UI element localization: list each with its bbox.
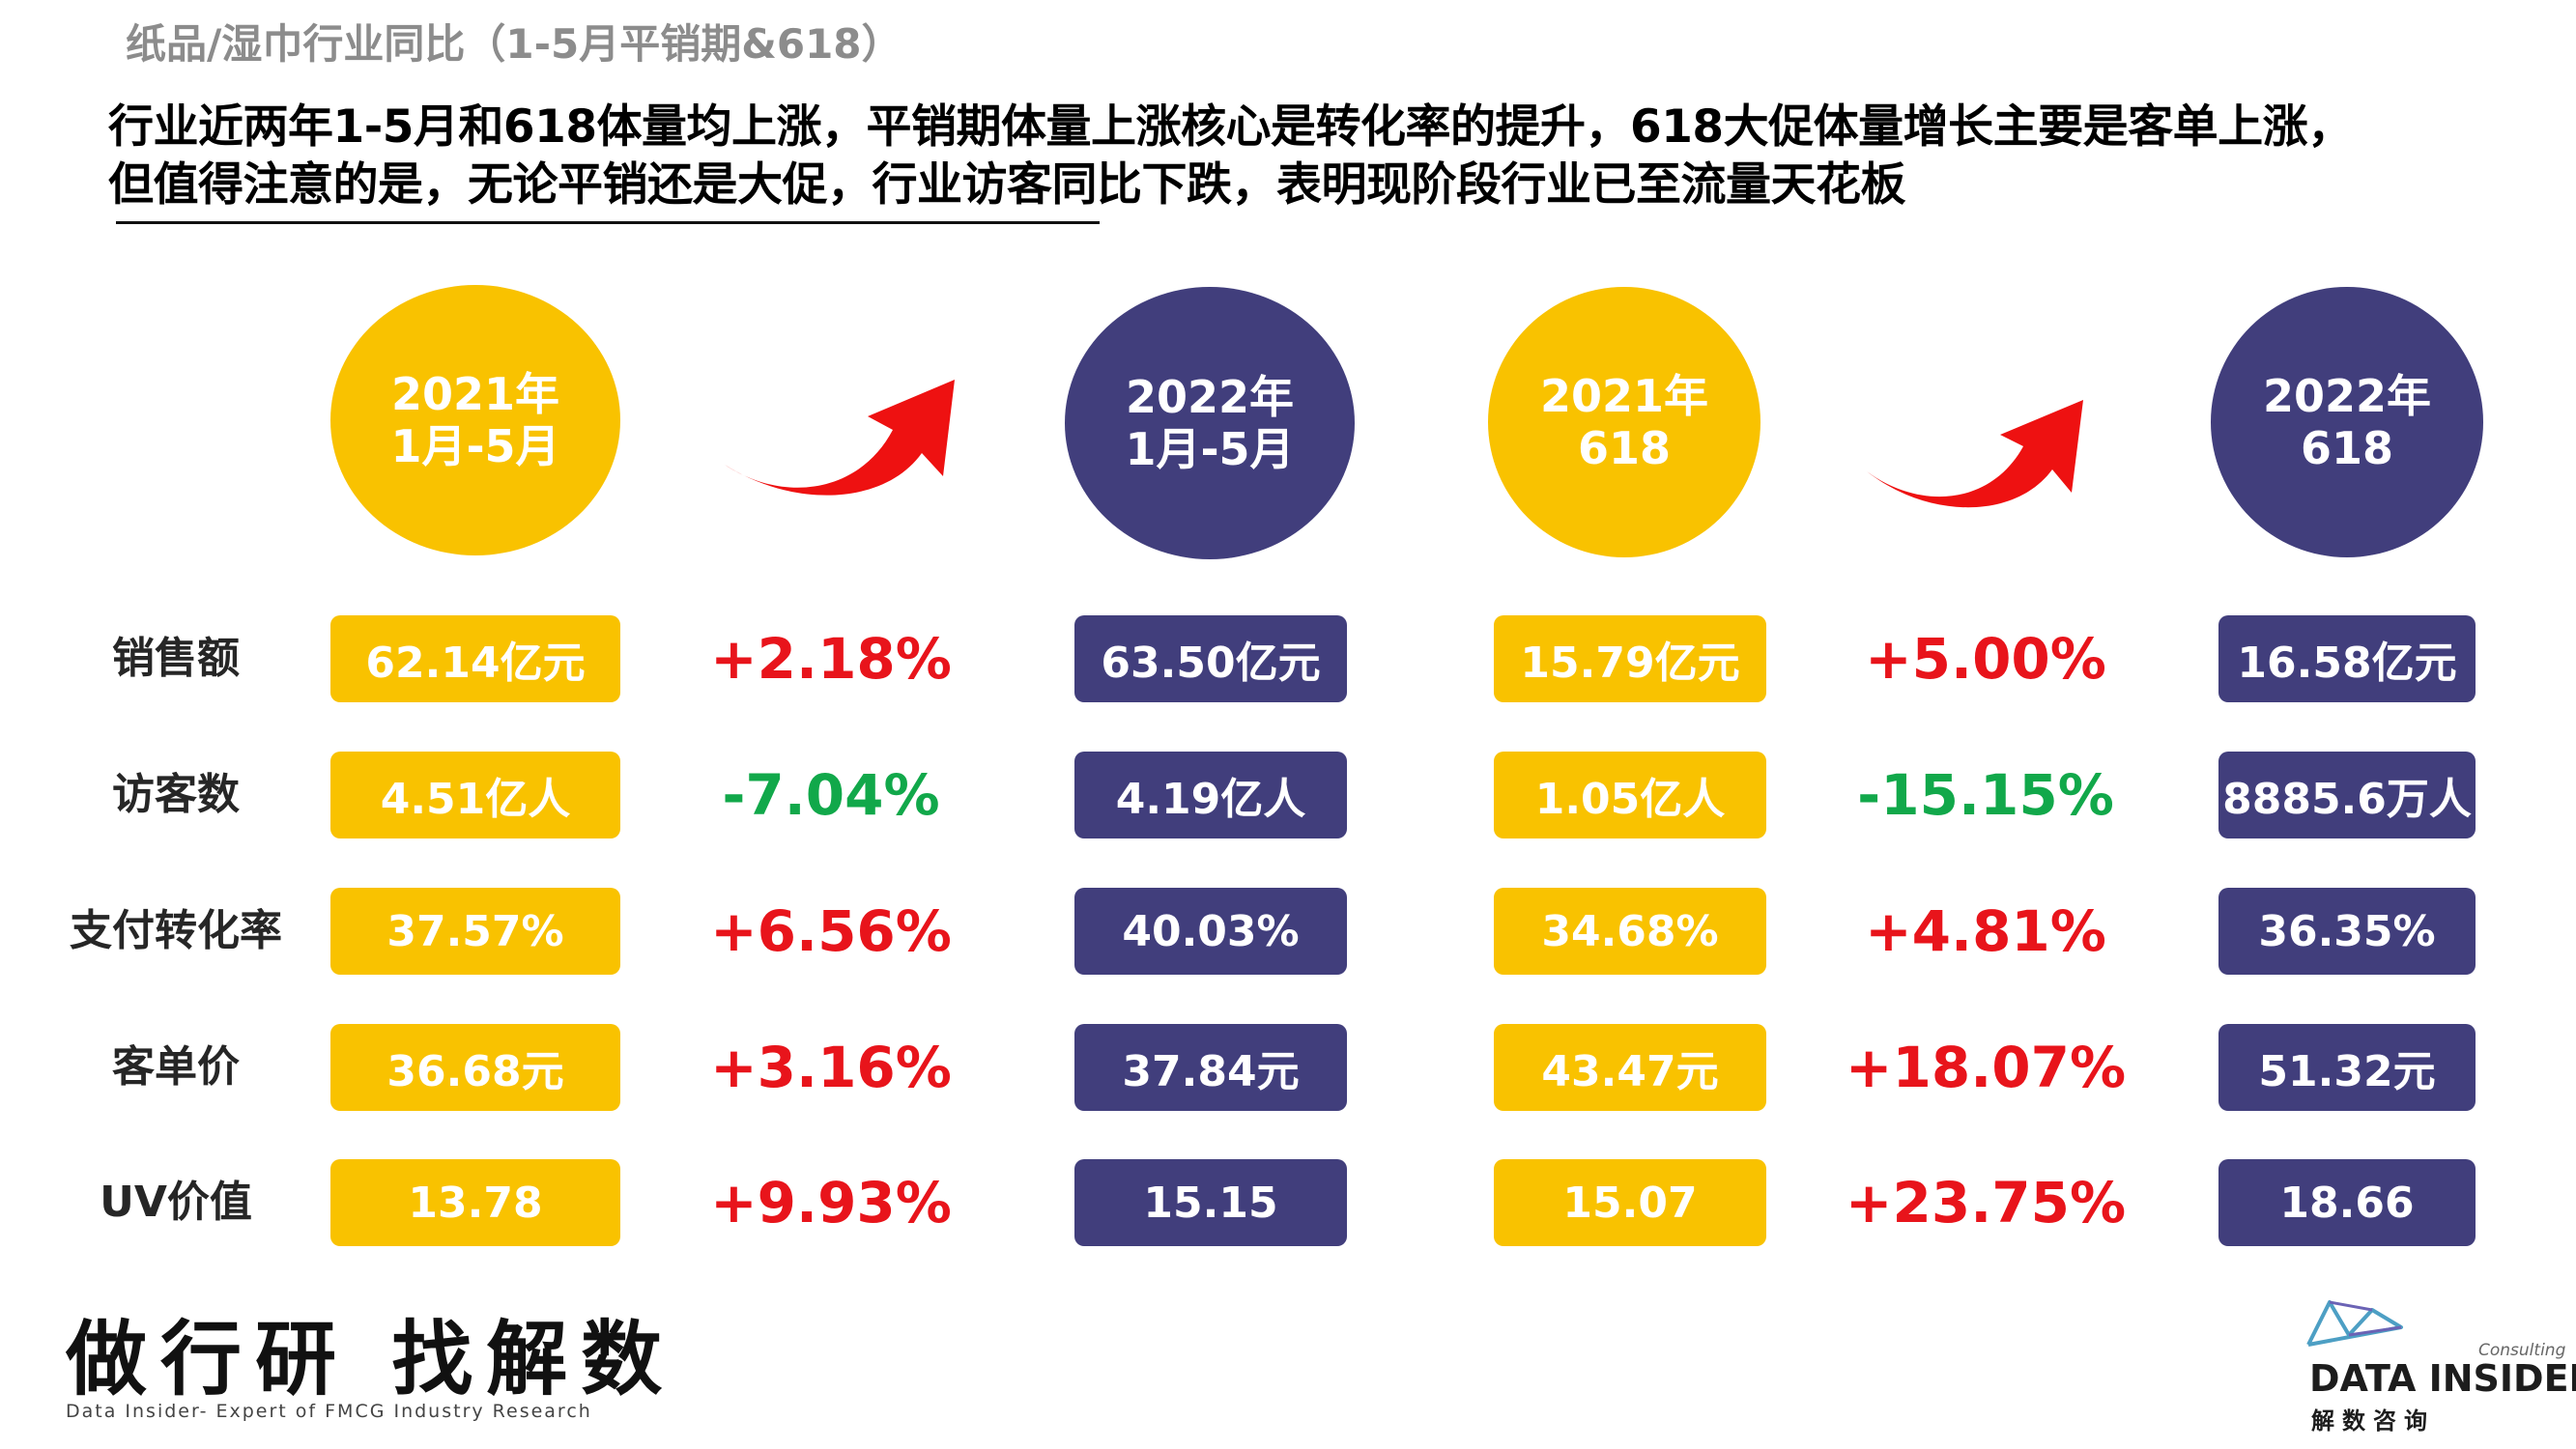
value-cell: 15.07 bbox=[1494, 1159, 1766, 1246]
circle-2022-618: 2022年 618 bbox=[2211, 287, 2483, 557]
value-cell: 1.05亿人 bbox=[1494, 752, 1766, 838]
value-cell: 62.14亿元 bbox=[330, 615, 620, 702]
logo-name: DATA INSIDER bbox=[2309, 1357, 2576, 1400]
curved-up-arrow-icon bbox=[725, 380, 955, 496]
value-cell: 8885.6万人 bbox=[2218, 752, 2476, 838]
row-label-uv-value: UV价值 bbox=[100, 1178, 252, 1227]
value-cell: 36.35% bbox=[2218, 888, 2476, 975]
row-label-sales: 销售额 bbox=[112, 634, 240, 683]
circle-period: 618 bbox=[1577, 422, 1672, 474]
headline-line-2: 但值得注意的是，无论平销还是大促，行业访客同比下跌，表明现阶段行业已至流量天花板 bbox=[108, 158, 1906, 212]
change-value: -15.15% bbox=[1857, 762, 2114, 828]
circle-year: 2021年 bbox=[1539, 369, 1709, 422]
row-label-conversion: 支付转化率 bbox=[70, 906, 282, 955]
brand-tagline: Data Insider- Expert of FMCG Industry Re… bbox=[66, 1401, 592, 1422]
value-cell: 15.15 bbox=[1074, 1159, 1347, 1246]
value-cell: 13.78 bbox=[330, 1159, 620, 1246]
value-cell: 51.32元 bbox=[2218, 1024, 2476, 1111]
circle-year: 2021年 bbox=[390, 367, 560, 420]
row-label-unit-price: 客单价 bbox=[112, 1042, 240, 1092]
change-value: +4.81% bbox=[1865, 898, 2106, 964]
circle-2021-618: 2021年 618 bbox=[1488, 287, 1760, 557]
change-value: +2.18% bbox=[710, 626, 952, 692]
value-cell: 4.51亿人 bbox=[330, 752, 620, 838]
change-value: -7.04% bbox=[722, 762, 940, 828]
value-cell: 43.47元 bbox=[1494, 1024, 1766, 1111]
curved-up-arrow-icon bbox=[1867, 400, 2083, 508]
value-cell: 40.03% bbox=[1074, 888, 1347, 975]
headline-line-1: 行业近两年1-5月和618体量均上涨，平销期体量上涨核心是转化率的提升，618大… bbox=[108, 100, 2353, 154]
title-underline bbox=[116, 221, 1100, 224]
change-value: +5.00% bbox=[1865, 626, 2106, 692]
value-cell: 37.57% bbox=[330, 888, 620, 975]
value-cell: 37.84元 bbox=[1074, 1024, 1347, 1111]
circle-period: 618 bbox=[2300, 422, 2394, 474]
logo-chinese-name: 解数咨询 bbox=[2311, 1407, 2435, 1435]
value-cell: 16.58亿元 bbox=[2218, 615, 2476, 702]
circle-2021-jan-may: 2021年 1月-5月 bbox=[330, 285, 620, 555]
value-cell: 15.79亿元 bbox=[1494, 615, 1766, 702]
value-cell: 63.50亿元 bbox=[1074, 615, 1347, 702]
value-cell: 4.19亿人 bbox=[1074, 752, 1347, 838]
circle-year: 2022年 bbox=[1125, 370, 1295, 423]
circle-year: 2022年 bbox=[2262, 369, 2432, 422]
data-insider-logo-icon bbox=[2306, 1300, 2403, 1347]
change-value: +23.75% bbox=[1845, 1170, 2127, 1236]
circle-2022-jan-may: 2022年 1月-5月 bbox=[1065, 287, 1355, 559]
brand-slogan: 做行研 找解数 bbox=[66, 1311, 676, 1406]
change-value: +9.93% bbox=[710, 1170, 952, 1236]
change-value: +3.16% bbox=[710, 1035, 952, 1100]
logo-consulting: Consulting bbox=[2478, 1341, 2566, 1360]
circle-period: 1月-5月 bbox=[390, 420, 560, 472]
page-title: 纸品/湿巾行业同比（1-5月平销期&618） bbox=[126, 20, 902, 68]
value-cell: 36.68元 bbox=[330, 1024, 620, 1111]
value-cell: 34.68% bbox=[1494, 888, 1766, 975]
circle-period: 1月-5月 bbox=[1125, 423, 1295, 475]
row-label-visitors: 访客数 bbox=[112, 770, 240, 819]
change-value: +18.07% bbox=[1845, 1035, 2127, 1100]
value-cell: 18.66 bbox=[2218, 1159, 2476, 1246]
change-value: +6.56% bbox=[710, 898, 952, 964]
